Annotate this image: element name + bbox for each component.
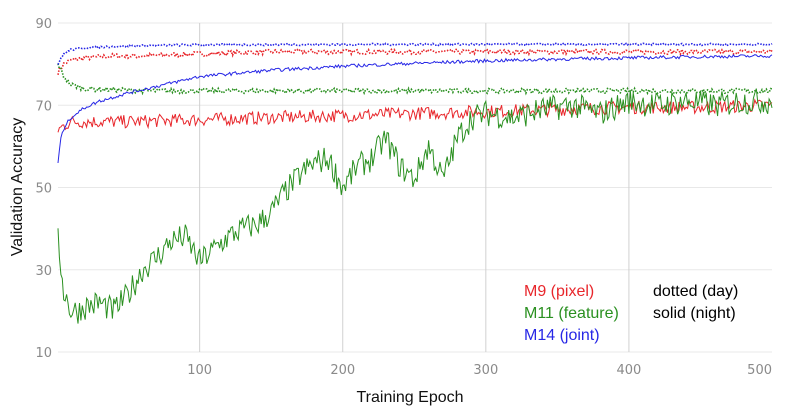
x-tick-label: 200 [330,363,355,378]
legend-style-dotted: dotted (day) [653,283,738,300]
y-axis-label: Validation Accuracy [9,118,26,256]
x-tick-label: 500 [747,363,772,378]
tick-layer: 10 30 50 70 90 100 200 300 400 500 [35,17,772,378]
x-tick-label: 100 [187,363,212,378]
series-layer [57,42,773,324]
legend-entry-m14: M14 (joint) [524,327,600,344]
x-axis-label: Training Epoch [356,389,463,406]
series-m11-day [57,63,773,96]
y-tick-label: 30 [35,264,52,279]
y-tick-label: 10 [35,346,52,361]
x-tick-label: 400 [616,363,641,378]
series-m11-night [57,88,773,324]
grid-layer [58,22,772,353]
legend: M9 (pixel) M11 (feature) M14 (joint) dot… [524,283,738,344]
series-m14-day [57,42,773,65]
x-tick-label: 300 [473,363,498,378]
series-m14-night [57,54,773,164]
legend-entry-m9: M9 (pixel) [524,283,594,300]
series-m9-day [57,46,773,75]
y-tick-label: 50 [35,182,52,197]
y-tick-label: 90 [35,17,52,32]
legend-style-solid: solid (night) [653,305,736,322]
series-m9-night [57,98,773,133]
y-tick-label: 70 [35,99,52,114]
legend-entry-m11: M11 (feature) [524,305,619,322]
